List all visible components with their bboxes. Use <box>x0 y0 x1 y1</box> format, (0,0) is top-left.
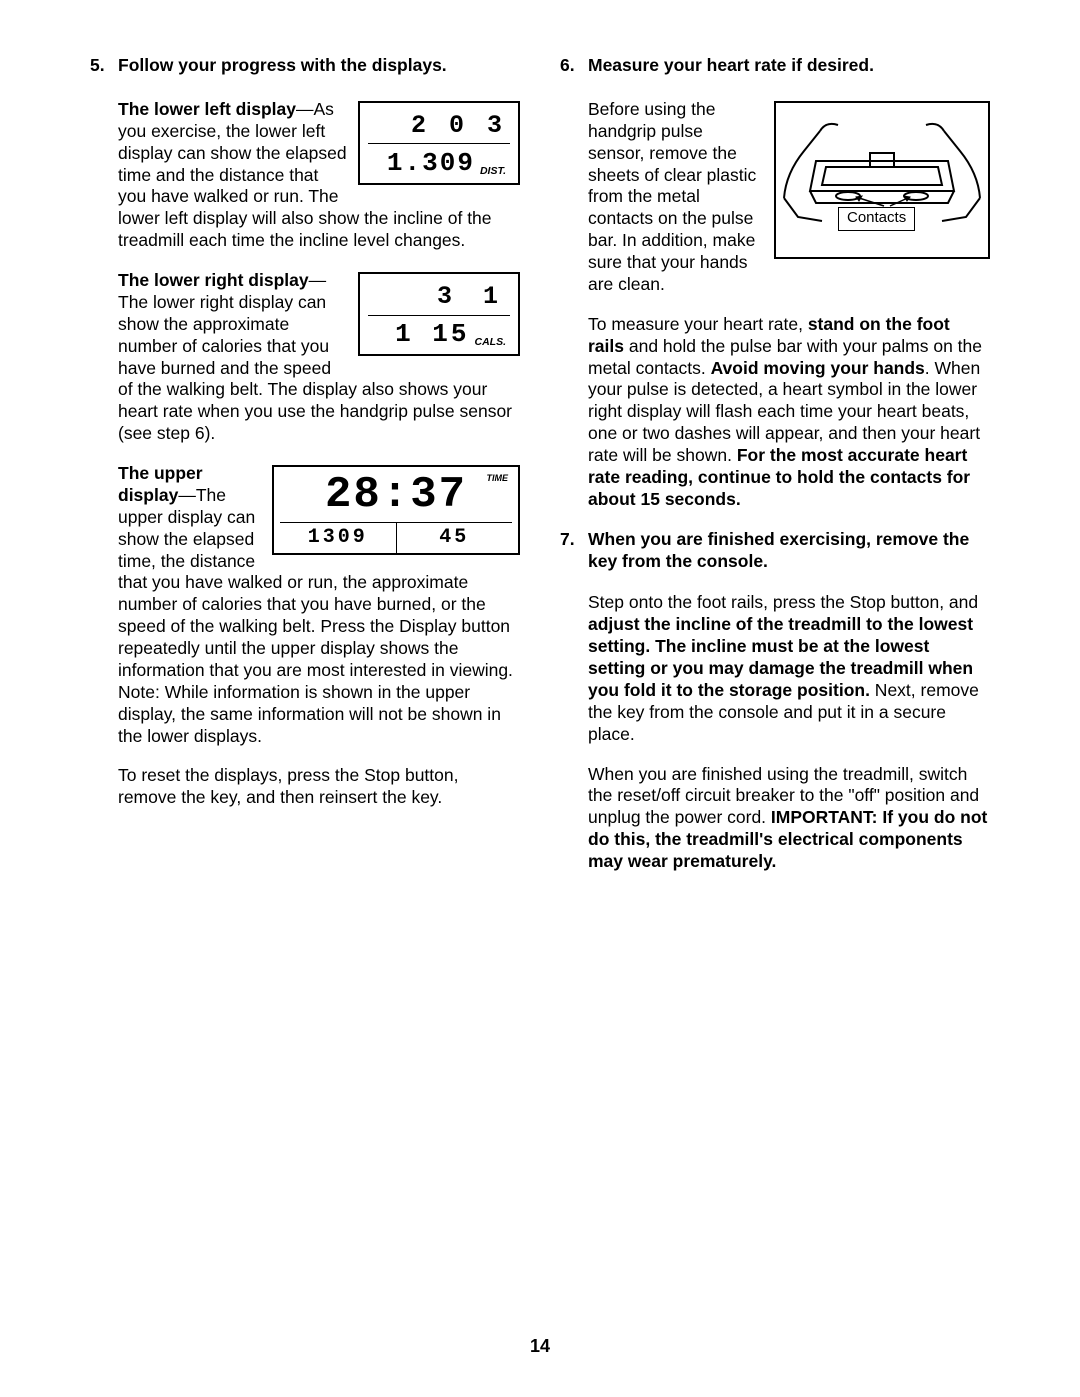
upper-lcd-illustration: TIME 28:37 1309 45 <box>272 465 520 555</box>
lcd-unit: TIME <box>487 473 509 484</box>
contacts-section: Contacts Before using the handgrip pulse… <box>588 99 990 314</box>
lcd-digits: 1309 <box>308 528 368 548</box>
paragraph: Step onto the foot rails, press the Stop… <box>588 592 990 745</box>
lcd-row: TIME 28:37 <box>280 469 512 523</box>
step-title: Follow your progress with the displays. <box>118 55 447 77</box>
lower-left-section: 2 0 3 1.309 DIST. The lower left display… <box>118 99 520 270</box>
upper-display-section: TIME 28:37 1309 45 The upper display—The… <box>118 463 520 765</box>
step-5-body: 2 0 3 1.309 DIST. The lower left display… <box>90 99 520 809</box>
contacts-label: Contacts <box>838 207 915 231</box>
step-6-body: Contacts Before using the handgrip pulse… <box>560 99 990 511</box>
lcd-digits: 28:37 <box>325 473 467 517</box>
body-text: Step onto the foot rails, press the Stop… <box>588 592 978 612</box>
lcd-digits: 45 <box>439 528 469 548</box>
bold-text: Avoid moving your hands <box>711 358 925 378</box>
lower-left-lcd-illustration: 2 0 3 1.309 DIST. <box>358 101 520 185</box>
step-6-heading: 6. Measure your heart rate if desired. <box>560 55 990 77</box>
lead-text: The lower right display <box>118 270 309 290</box>
step-5-heading: 5. Follow your progress with the display… <box>90 55 520 77</box>
manual-page: 5. Follow your progress with the display… <box>0 0 1080 1397</box>
lcd-row: 1.309 DIST. <box>368 144 510 181</box>
step-7-body: Step onto the foot rails, press the Stop… <box>560 592 990 873</box>
lcd-unit: CALS. <box>475 336 507 352</box>
step-number: 7. <box>560 529 588 573</box>
lead-text: The lower left display <box>118 99 296 119</box>
step-number: 5. <box>90 55 118 77</box>
lcd-row: 1 15 CALS. <box>368 316 510 353</box>
two-column-layout: 5. Follow your progress with the display… <box>90 55 990 891</box>
lcd-row: 1309 45 <box>280 523 512 553</box>
lcd-row: 2 0 3 <box>368 107 510 145</box>
lower-right-lcd-illustration: 3 1 1 15 CALS. <box>358 272 520 356</box>
lcd-digits: 1 15 <box>395 321 469 347</box>
right-column: 6. Measure your heart rate if desired. <box>560 55 990 891</box>
lcd-digits: 3 1 <box>437 284 506 309</box>
step-title: Measure your heart rate if desired. <box>588 55 874 77</box>
paragraph: To reset the displays, press the Stop bu… <box>118 765 520 809</box>
lower-right-section: 3 1 1 15 CALS. The lower right display—T… <box>118 270 520 463</box>
body-text: To measure your heart rate, <box>588 314 808 334</box>
lcd-digits: 1.309 <box>387 150 475 176</box>
left-column: 5. Follow your progress with the display… <box>90 55 520 891</box>
step-7-heading: 7. When you are finished exercising, rem… <box>560 529 990 573</box>
lcd-unit: DIST. <box>480 165 506 181</box>
contacts-illustration: Contacts <box>774 101 990 259</box>
treadmill-console-icon <box>776 103 988 257</box>
page-number: 14 <box>0 1336 1080 1357</box>
paragraph: When you are finished using the treadmil… <box>588 764 990 873</box>
lcd-row: 3 1 <box>368 278 510 316</box>
paragraph: To measure your heart rate, stand on the… <box>588 314 990 511</box>
lcd-digits: 2 0 3 <box>411 113 506 138</box>
step-title: When you are finished exercising, remove… <box>588 529 990 573</box>
step-number: 6. <box>560 55 588 77</box>
